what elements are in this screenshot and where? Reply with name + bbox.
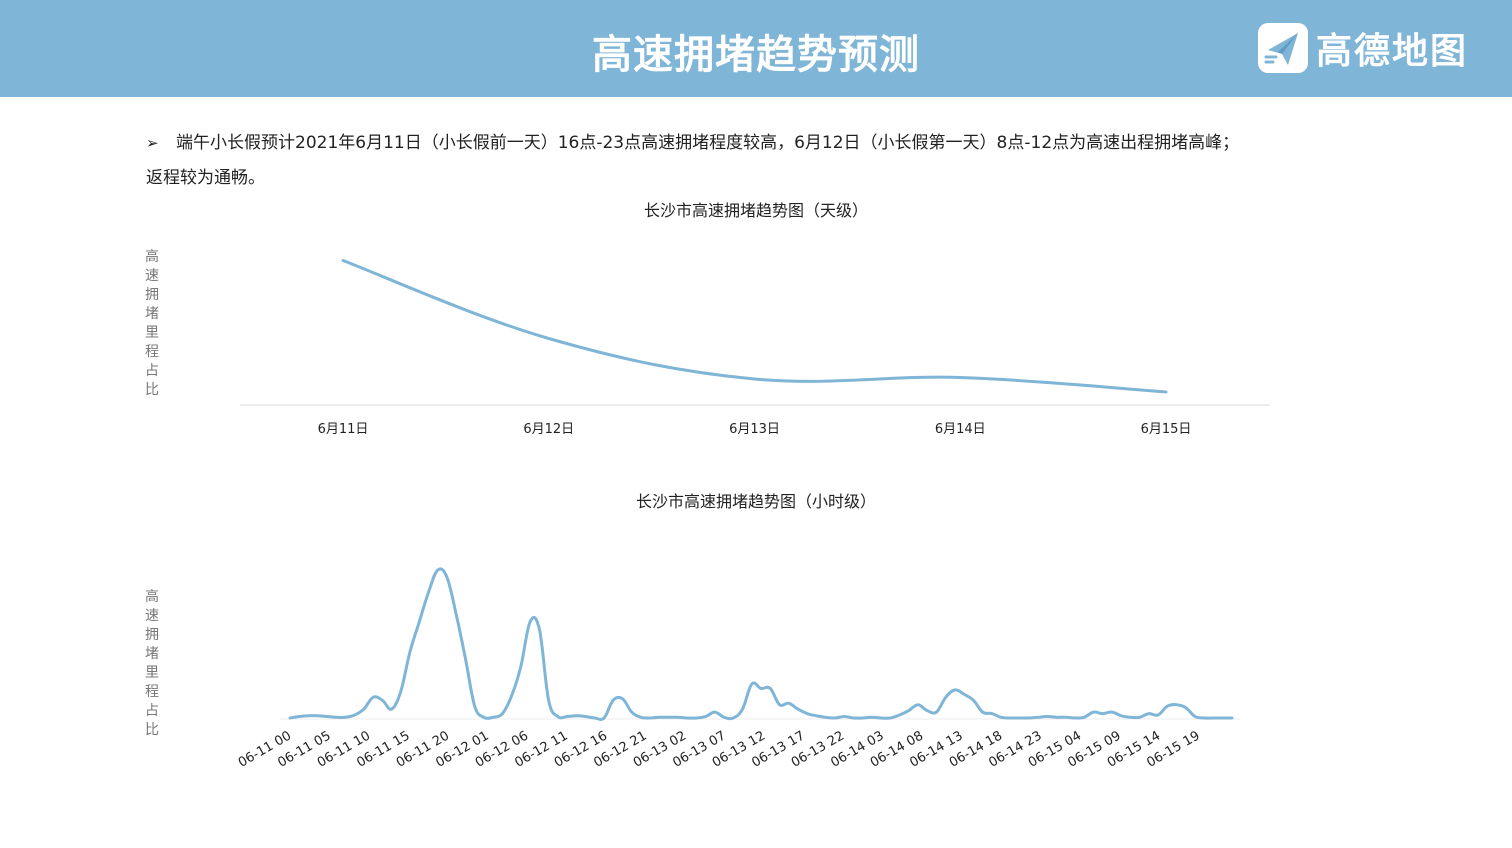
day-x-tick-label: 6月15日 xyxy=(1141,422,1192,437)
day-x-tick-label: 6月11日 xyxy=(318,422,369,437)
day-series-line xyxy=(341,259,1168,394)
summary-line-1: 端午小长假预计2021年6月11日（小长假前一天）16点-23点高速拥堵程度较高… xyxy=(176,133,1240,153)
day-x-tick-label: 6月13日 xyxy=(729,422,780,437)
brand-logo: 高德地图 xyxy=(1257,22,1468,74)
hour-chart-title: 长沙市高速拥堵趋势图（小时级） xyxy=(635,492,876,511)
paper-plane-logo-icon xyxy=(1257,23,1308,73)
day-chart: 6月11日 6月12日 6月13日 6月14日 6月15日 xyxy=(240,259,1270,437)
hour-chart-ylabel: 高速拥堵里程占比 xyxy=(145,589,159,738)
day-x-tick-label: 6月12日 xyxy=(523,422,574,437)
summary-text: ➢ 端午小长假预计2021年6月11日（小长假前一天）16点-23点高速拥堵程度较… xyxy=(146,126,1376,196)
page-title: 高速拥堵趋势预测 xyxy=(592,32,920,78)
day-x-tick-label: 6月14日 xyxy=(935,422,986,437)
day-chart-ylabel: 高速拥堵里程占比 xyxy=(145,249,159,398)
hour-series-line xyxy=(288,567,1234,721)
summary-line-2: 返程较为通畅。 xyxy=(146,168,265,188)
day-chart-title: 长沙市高速拥堵趋势图（天级） xyxy=(643,201,868,220)
bullet-arrow-icon: ➢ xyxy=(146,134,159,152)
brand-name: 高德地图 xyxy=(1315,31,1468,72)
